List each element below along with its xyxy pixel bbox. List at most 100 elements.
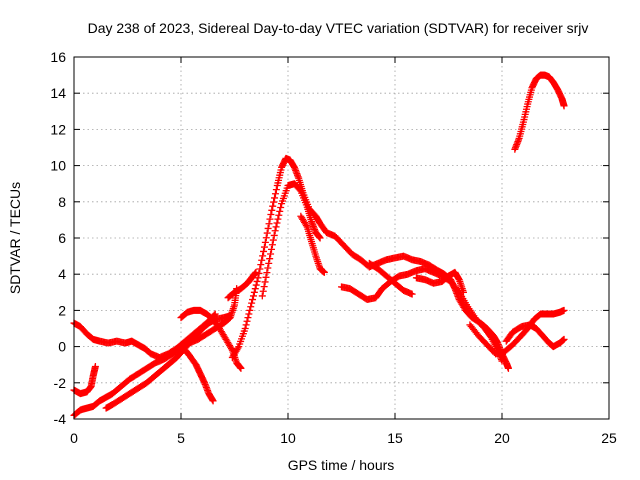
y-tick-label: 4: [58, 266, 66, 282]
data-point: [243, 317, 251, 325]
data-point: [459, 288, 467, 296]
data-point: [247, 303, 255, 311]
data-point: [267, 245, 275, 253]
data-point: [264, 264, 272, 272]
series-arc-j: [297, 212, 328, 276]
data-point: [264, 224, 272, 232]
x-tick-label: 0: [70, 430, 78, 446]
data-point: [272, 223, 280, 231]
series-arc-m: [412, 268, 467, 296]
data-point: [245, 310, 253, 318]
data-point: [252, 268, 260, 276]
data-point: [259, 287, 267, 295]
data-point: [270, 231, 278, 239]
data-point: [254, 274, 262, 282]
series-arc-o: [502, 321, 568, 351]
data-point: [258, 292, 266, 300]
data-point: [253, 277, 261, 285]
data-point: [275, 211, 283, 219]
data-point: [560, 306, 568, 314]
y-tick-label: 0: [58, 339, 66, 355]
y-tick-label: -4: [54, 411, 67, 427]
x-tick-label: 10: [280, 430, 296, 446]
data-point: [269, 202, 277, 210]
data-point: [250, 288, 258, 296]
data-point: [267, 250, 275, 258]
data-point: [268, 206, 276, 214]
data-point: [263, 269, 271, 277]
data-point: [498, 357, 506, 365]
data-point: [266, 215, 274, 223]
series-arc-d: [102, 312, 234, 412]
x-axis-title: GPS time / hours: [288, 457, 395, 473]
data-point: [270, 198, 278, 206]
data-point: [302, 222, 310, 230]
data-point: [246, 306, 254, 314]
data-point: [560, 335, 568, 343]
data-point: [237, 364, 245, 372]
x-tick-label: 15: [387, 430, 403, 446]
data-point: [227, 345, 235, 353]
data-point: [266, 255, 274, 263]
chart-title: Day 238 of 2023, Sidereal Day-to-day VTE…: [88, 20, 589, 36]
data-point: [259, 252, 267, 260]
data-point: [260, 243, 268, 251]
data-point: [261, 278, 269, 286]
data-point: [241, 325, 249, 332]
y-tick-label: 6: [58, 230, 66, 246]
data-point: [271, 190, 279, 198]
data-point: [257, 261, 265, 269]
data-point: [504, 364, 512, 372]
y-tick-label: 2: [58, 302, 66, 318]
data-point: [244, 314, 252, 322]
data-point: [268, 241, 276, 249]
data-point: [276, 207, 284, 215]
data-point: [271, 194, 279, 202]
data-point: [271, 227, 279, 235]
plot-area: [70, 71, 568, 419]
data-point: [272, 186, 280, 194]
series-arc-b: [70, 363, 99, 398]
data-point: [273, 219, 281, 227]
data-point: [251, 285, 259, 293]
data-point: [255, 269, 263, 277]
x-tick-label: 20: [494, 430, 510, 446]
data-point: [249, 292, 257, 300]
data-point: [274, 215, 282, 223]
data-point: [262, 234, 270, 242]
series-arc-g: [224, 268, 260, 302]
y-tick-label: 14: [50, 85, 66, 101]
data-point: [277, 203, 285, 211]
y-tick-label: 16: [50, 49, 66, 65]
data-point: [260, 247, 268, 255]
data-point: [560, 102, 568, 110]
y-axis-title: SDTVAR / TECUs: [7, 182, 23, 294]
series-arc-i: [258, 180, 324, 300]
data-point: [91, 363, 99, 371]
series-arc-f: [181, 346, 217, 405]
data-point: [267, 210, 275, 218]
data-point: [209, 397, 217, 405]
data-point: [248, 299, 256, 307]
data-point: [242, 321, 250, 329]
data-point: [262, 273, 270, 281]
data-point: [249, 296, 257, 304]
data-point: [234, 344, 242, 352]
data-point: [320, 268, 328, 276]
data-point: [316, 234, 324, 242]
y-tick-label: 10: [50, 158, 66, 174]
data-point: [265, 220, 273, 228]
series-arc-n: [466, 306, 568, 358]
data-point: [260, 283, 268, 291]
x-tick-label: 5: [177, 430, 185, 446]
data-point: [261, 238, 269, 246]
data-point: [252, 281, 260, 289]
axes: 0 5 10 15 20 25 -4 -2 0 2 4 6 8 10 12 14 16: [50, 49, 617, 446]
data-point: [263, 229, 271, 237]
y-tick-label: -2: [54, 375, 67, 391]
data-point: [408, 290, 416, 298]
y-tick-label: 12: [50, 121, 66, 137]
series-arc-p: [511, 71, 568, 153]
